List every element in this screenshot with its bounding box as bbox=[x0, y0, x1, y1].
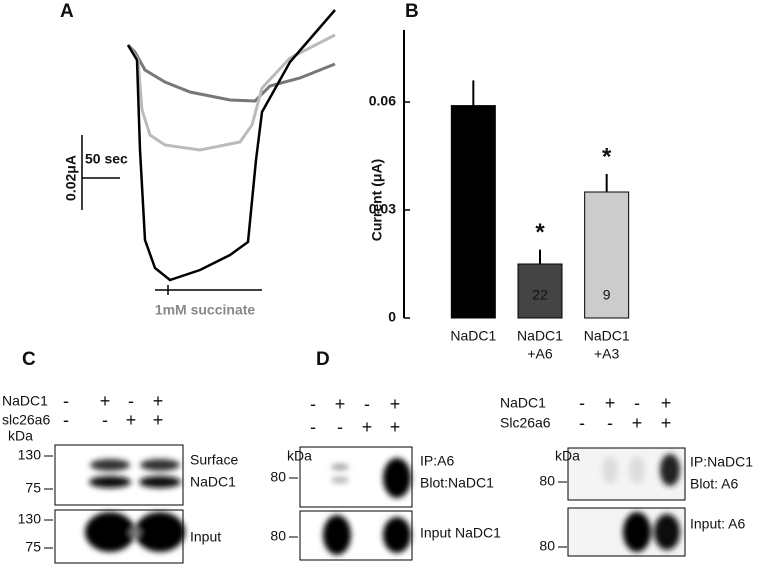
band bbox=[331, 458, 411, 498]
x-tick-label: NaDC1 bbox=[450, 328, 496, 344]
blot-caption: IP:NaDC1 bbox=[690, 454, 753, 470]
marker-label: 130 bbox=[18, 511, 42, 527]
marker-label: 130 bbox=[18, 447, 42, 463]
condition-sign: - bbox=[310, 394, 316, 414]
marker-label: 75 bbox=[25, 480, 41, 496]
condition-sign: + bbox=[100, 391, 111, 411]
panel-label: B bbox=[405, 1, 419, 22]
condition-sign: - bbox=[579, 393, 585, 413]
n-label: 9 bbox=[603, 287, 611, 303]
marker-label: 80 bbox=[270, 469, 286, 485]
panel-label: C bbox=[22, 349, 36, 370]
scale-time: 50 sec bbox=[85, 151, 128, 167]
band bbox=[602, 454, 680, 486]
condition-sign: + bbox=[362, 417, 373, 437]
x-tick-label: NaDC1 bbox=[517, 328, 563, 344]
significance: * bbox=[535, 219, 545, 246]
panel-label: A bbox=[60, 1, 74, 22]
condition-sign: + bbox=[661, 413, 672, 433]
y-tick-label: 0.03 bbox=[369, 201, 396, 217]
condition-sign: + bbox=[390, 394, 401, 414]
condition-sign: + bbox=[661, 393, 672, 413]
x-tick-label: +A6 bbox=[527, 346, 553, 362]
condition-sign: - bbox=[337, 417, 343, 437]
x-tick-label: +A3 bbox=[594, 346, 620, 362]
blot-caption: NaDC1 bbox=[190, 474, 236, 490]
condition-sign: - bbox=[63, 410, 69, 430]
bar bbox=[517, 263, 563, 319]
y-tick-label: 0.06 bbox=[369, 93, 396, 109]
panel-label: D bbox=[316, 349, 330, 370]
condition-sign: - bbox=[364, 394, 370, 414]
n-label: 22 bbox=[532, 287, 548, 303]
trace bbox=[126, 43, 336, 103]
trace bbox=[126, 9, 336, 282]
trace bbox=[126, 33, 336, 152]
condition-sign: + bbox=[153, 410, 164, 430]
stimulus-label: 1mM succinate bbox=[155, 302, 256, 318]
x-tick-label: NaDC1 bbox=[584, 328, 630, 344]
condition-name: NaDC1 bbox=[500, 395, 546, 411]
blot-caption: IP:A6 bbox=[420, 453, 454, 469]
kda-label: kDa bbox=[287, 448, 312, 464]
bar bbox=[450, 105, 496, 319]
marker-label: 75 bbox=[25, 539, 41, 555]
condition-sign: - bbox=[102, 410, 108, 430]
condition-sign: - bbox=[607, 413, 613, 433]
blot-caption: Blot:NaDC1 bbox=[420, 475, 494, 491]
condition-sign: - bbox=[579, 413, 585, 433]
blot bbox=[54, 444, 184, 506]
marker-label: 80 bbox=[539, 473, 555, 489]
band bbox=[85, 512, 185, 552]
band bbox=[623, 512, 680, 552]
blot-caption: Surface bbox=[190, 452, 238, 468]
condition-name: NaDC1 bbox=[2, 393, 48, 409]
condition-name: Slc26a6 bbox=[500, 415, 551, 431]
condition-sign: + bbox=[153, 391, 164, 411]
condition-sign: + bbox=[632, 413, 643, 433]
blot-caption: Input NaDC1 bbox=[420, 525, 501, 541]
band bbox=[89, 459, 181, 488]
y-axis-label: Current (μA) bbox=[369, 159, 385, 241]
condition-sign: + bbox=[126, 410, 137, 430]
scale-current: 0.02μA bbox=[63, 155, 79, 201]
marker-label: 80 bbox=[270, 528, 286, 544]
blot-caption: Input: A6 bbox=[690, 516, 745, 532]
condition-name: slc26a6 bbox=[2, 412, 50, 428]
kda-label: kDa bbox=[555, 448, 580, 464]
bar bbox=[584, 191, 630, 319]
condition-sign: + bbox=[390, 417, 401, 437]
y-tick-label: 0 bbox=[388, 309, 396, 325]
condition-sign: - bbox=[310, 417, 316, 437]
blot-caption: Input bbox=[190, 529, 221, 545]
kda-label: kDa bbox=[8, 428, 33, 444]
condition-sign: - bbox=[634, 393, 640, 413]
condition-sign: + bbox=[605, 393, 616, 413]
condition-sign: + bbox=[335, 394, 346, 414]
blot-caption: Blot: A6 bbox=[690, 476, 738, 492]
band bbox=[323, 515, 411, 555]
condition-sign: - bbox=[128, 391, 134, 411]
condition-sign: - bbox=[63, 391, 69, 411]
marker-label: 80 bbox=[539, 538, 555, 554]
significance: * bbox=[602, 143, 612, 170]
